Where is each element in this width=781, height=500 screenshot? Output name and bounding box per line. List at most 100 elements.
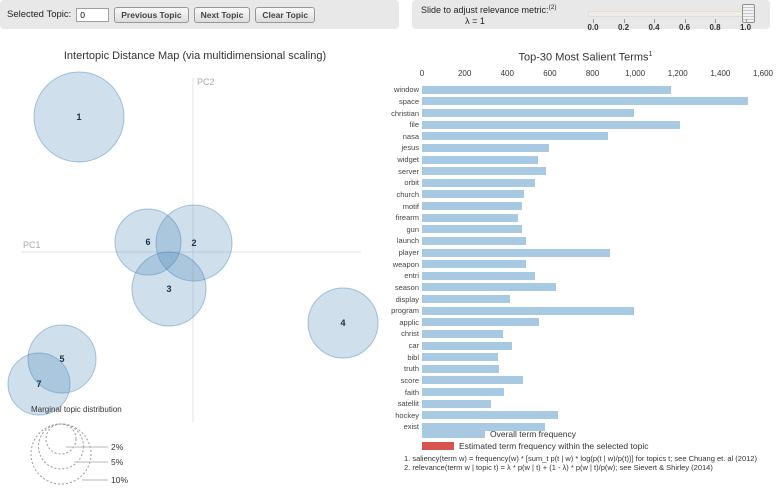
term-frequency-bar[interactable] — [422, 364, 499, 373]
legend-label-topic: Estimated term frequency within the sele… — [459, 441, 649, 451]
legend-swatch-topic — [422, 442, 454, 450]
term-frequency-bar[interactable] — [422, 318, 539, 327]
term-frequency-bar[interactable] — [422, 236, 526, 245]
term-row: file — [383, 119, 781, 131]
term-label: bibl — [407, 352, 419, 362]
term-row: church — [383, 189, 781, 201]
term-frequency-bar[interactable] — [422, 97, 748, 106]
term-label: orbit — [404, 178, 419, 188]
topic-circle-4[interactable] — [307, 287, 379, 359]
term-frequency-bar[interactable] — [422, 260, 526, 269]
next-topic-button[interactable]: Next Topic — [193, 6, 251, 23]
topic-number-label: 6 — [145, 237, 150, 247]
term-frequency-bar[interactable] — [422, 271, 535, 280]
topic-circle-3[interactable] — [131, 251, 207, 327]
term-row: faith — [383, 386, 781, 398]
term-frequency-bar[interactable] — [422, 306, 634, 315]
term-frequency-bar[interactable] — [422, 295, 510, 304]
term-label: exist — [403, 422, 419, 432]
term-label: christ — [401, 329, 419, 339]
term-frequency-bar[interactable] — [422, 411, 558, 420]
slider-tick-label: 0.8 — [709, 23, 721, 32]
term-frequency-bar[interactable] — [422, 213, 518, 222]
lambda-value-label: λ = 1 — [465, 16, 485, 26]
term-frequency-bar[interactable] — [422, 388, 504, 397]
term-label: gun — [406, 224, 419, 234]
lambda-slider-handle[interactable] — [742, 4, 755, 23]
pc2-axis-label: PC2 — [197, 77, 215, 87]
slider-tick-label: 0.6 — [678, 23, 691, 32]
topic-number-label: 2 — [191, 238, 196, 248]
term-frequency-bar[interactable] — [422, 329, 503, 338]
term-label: christian — [391, 108, 419, 118]
marginal-legend-circle-2pct — [45, 423, 77, 455]
bar-axis-tick-label: 800 — [585, 69, 600, 78]
term-row: truth — [383, 363, 781, 375]
term-row: firearm — [383, 212, 781, 224]
selected-topic-input[interactable] — [76, 7, 110, 22]
previous-topic-button[interactable]: Previous Topic — [114, 6, 189, 23]
topic-circle-7[interactable] — [7, 352, 71, 416]
term-label: display — [395, 294, 419, 304]
term-frequency-bar[interactable] — [422, 178, 535, 187]
term-label: entri — [404, 271, 419, 281]
topic-circle-1[interactable] — [33, 71, 125, 163]
term-frequency-bar[interactable] — [422, 143, 549, 152]
slider-tickmark — [684, 19, 686, 23]
relevance-slider-bar: Slide to adjust relevance metric:(2) λ =… — [412, 0, 770, 32]
bar-axis-tick-label: 600 — [543, 69, 557, 78]
term-row: entri — [383, 270, 781, 282]
intertopic-map-panel: Intertopic Distance Map (via multidimens… — [0, 38, 390, 500]
topic-circle-5[interactable] — [27, 324, 97, 394]
bar-axis-tick-label: 400 — [500, 69, 514, 78]
term-row: hockey — [383, 410, 781, 422]
term-label: truth — [403, 364, 419, 374]
topic-circle-2[interactable] — [155, 204, 233, 282]
term-row: player — [383, 247, 781, 259]
pc1-axis-label: PC1 — [23, 240, 41, 250]
term-row: gun — [383, 224, 781, 236]
term-frequency-bar[interactable] — [422, 132, 608, 141]
term-label: church — [396, 189, 419, 199]
term-frequency-bar[interactable] — [422, 376, 523, 385]
term-frequency-bar[interactable] — [422, 283, 556, 292]
term-frequency-bar[interactable] — [422, 341, 512, 350]
term-label: player — [398, 248, 419, 258]
term-label: launch — [396, 236, 419, 246]
topic-number-label: 7 — [36, 379, 41, 389]
term-frequency-bar[interactable] — [422, 225, 522, 234]
term-row: display — [383, 293, 781, 305]
clear-topic-button[interactable]: Clear Topic — [255, 6, 316, 23]
term-frequency-bar[interactable] — [422, 353, 498, 362]
term-frequency-bar[interactable] — [422, 109, 634, 118]
term-frequency-bar[interactable] — [422, 190, 524, 199]
term-label: nasa — [402, 131, 419, 141]
topic-number-label: 3 — [166, 284, 171, 294]
bar-axis-tick-label: 200 — [457, 69, 472, 78]
bar-axis-tick-label: 0 — [419, 69, 425, 78]
term-row: program — [383, 305, 781, 317]
term-frequency-bar[interactable] — [422, 422, 545, 431]
marginal-legend-label-10pct: 10% — [111, 475, 128, 485]
term-label: server — [398, 166, 419, 176]
slider-tickmark — [745, 19, 747, 23]
term-frequency-bar[interactable] — [422, 85, 671, 94]
topic-circle-6[interactable] — [114, 208, 182, 276]
term-frequency-bar[interactable] — [422, 202, 522, 211]
legend-topic-frequency: Estimated term frequency within the sele… — [422, 441, 648, 451]
term-row: space — [383, 96, 781, 108]
marginal-legend-label-5pct: 5% — [111, 457, 124, 467]
slider-label: Slide to adjust relevance metric:(2) — [421, 4, 557, 15]
term-frequency-bar[interactable] — [422, 167, 546, 176]
term-frequency-bar[interactable] — [422, 155, 538, 164]
salient-terms-panel: Top-30 Most Salient Terms1 0 200 400 600 800… — [390, 45, 781, 500]
term-frequency-bar[interactable] — [422, 120, 680, 129]
term-row: weapon — [383, 258, 781, 270]
lambda-slider-track[interactable] — [588, 11, 752, 17]
term-frequency-bar[interactable] — [422, 248, 610, 257]
term-row: server — [383, 165, 781, 177]
term-frequency-bar[interactable] — [422, 399, 491, 408]
intertopic-map: PC2 PC1 1 2 3 4 5 6 7 Marginal topic distribut… — [7, 71, 379, 485]
term-row: exist — [383, 421, 781, 433]
